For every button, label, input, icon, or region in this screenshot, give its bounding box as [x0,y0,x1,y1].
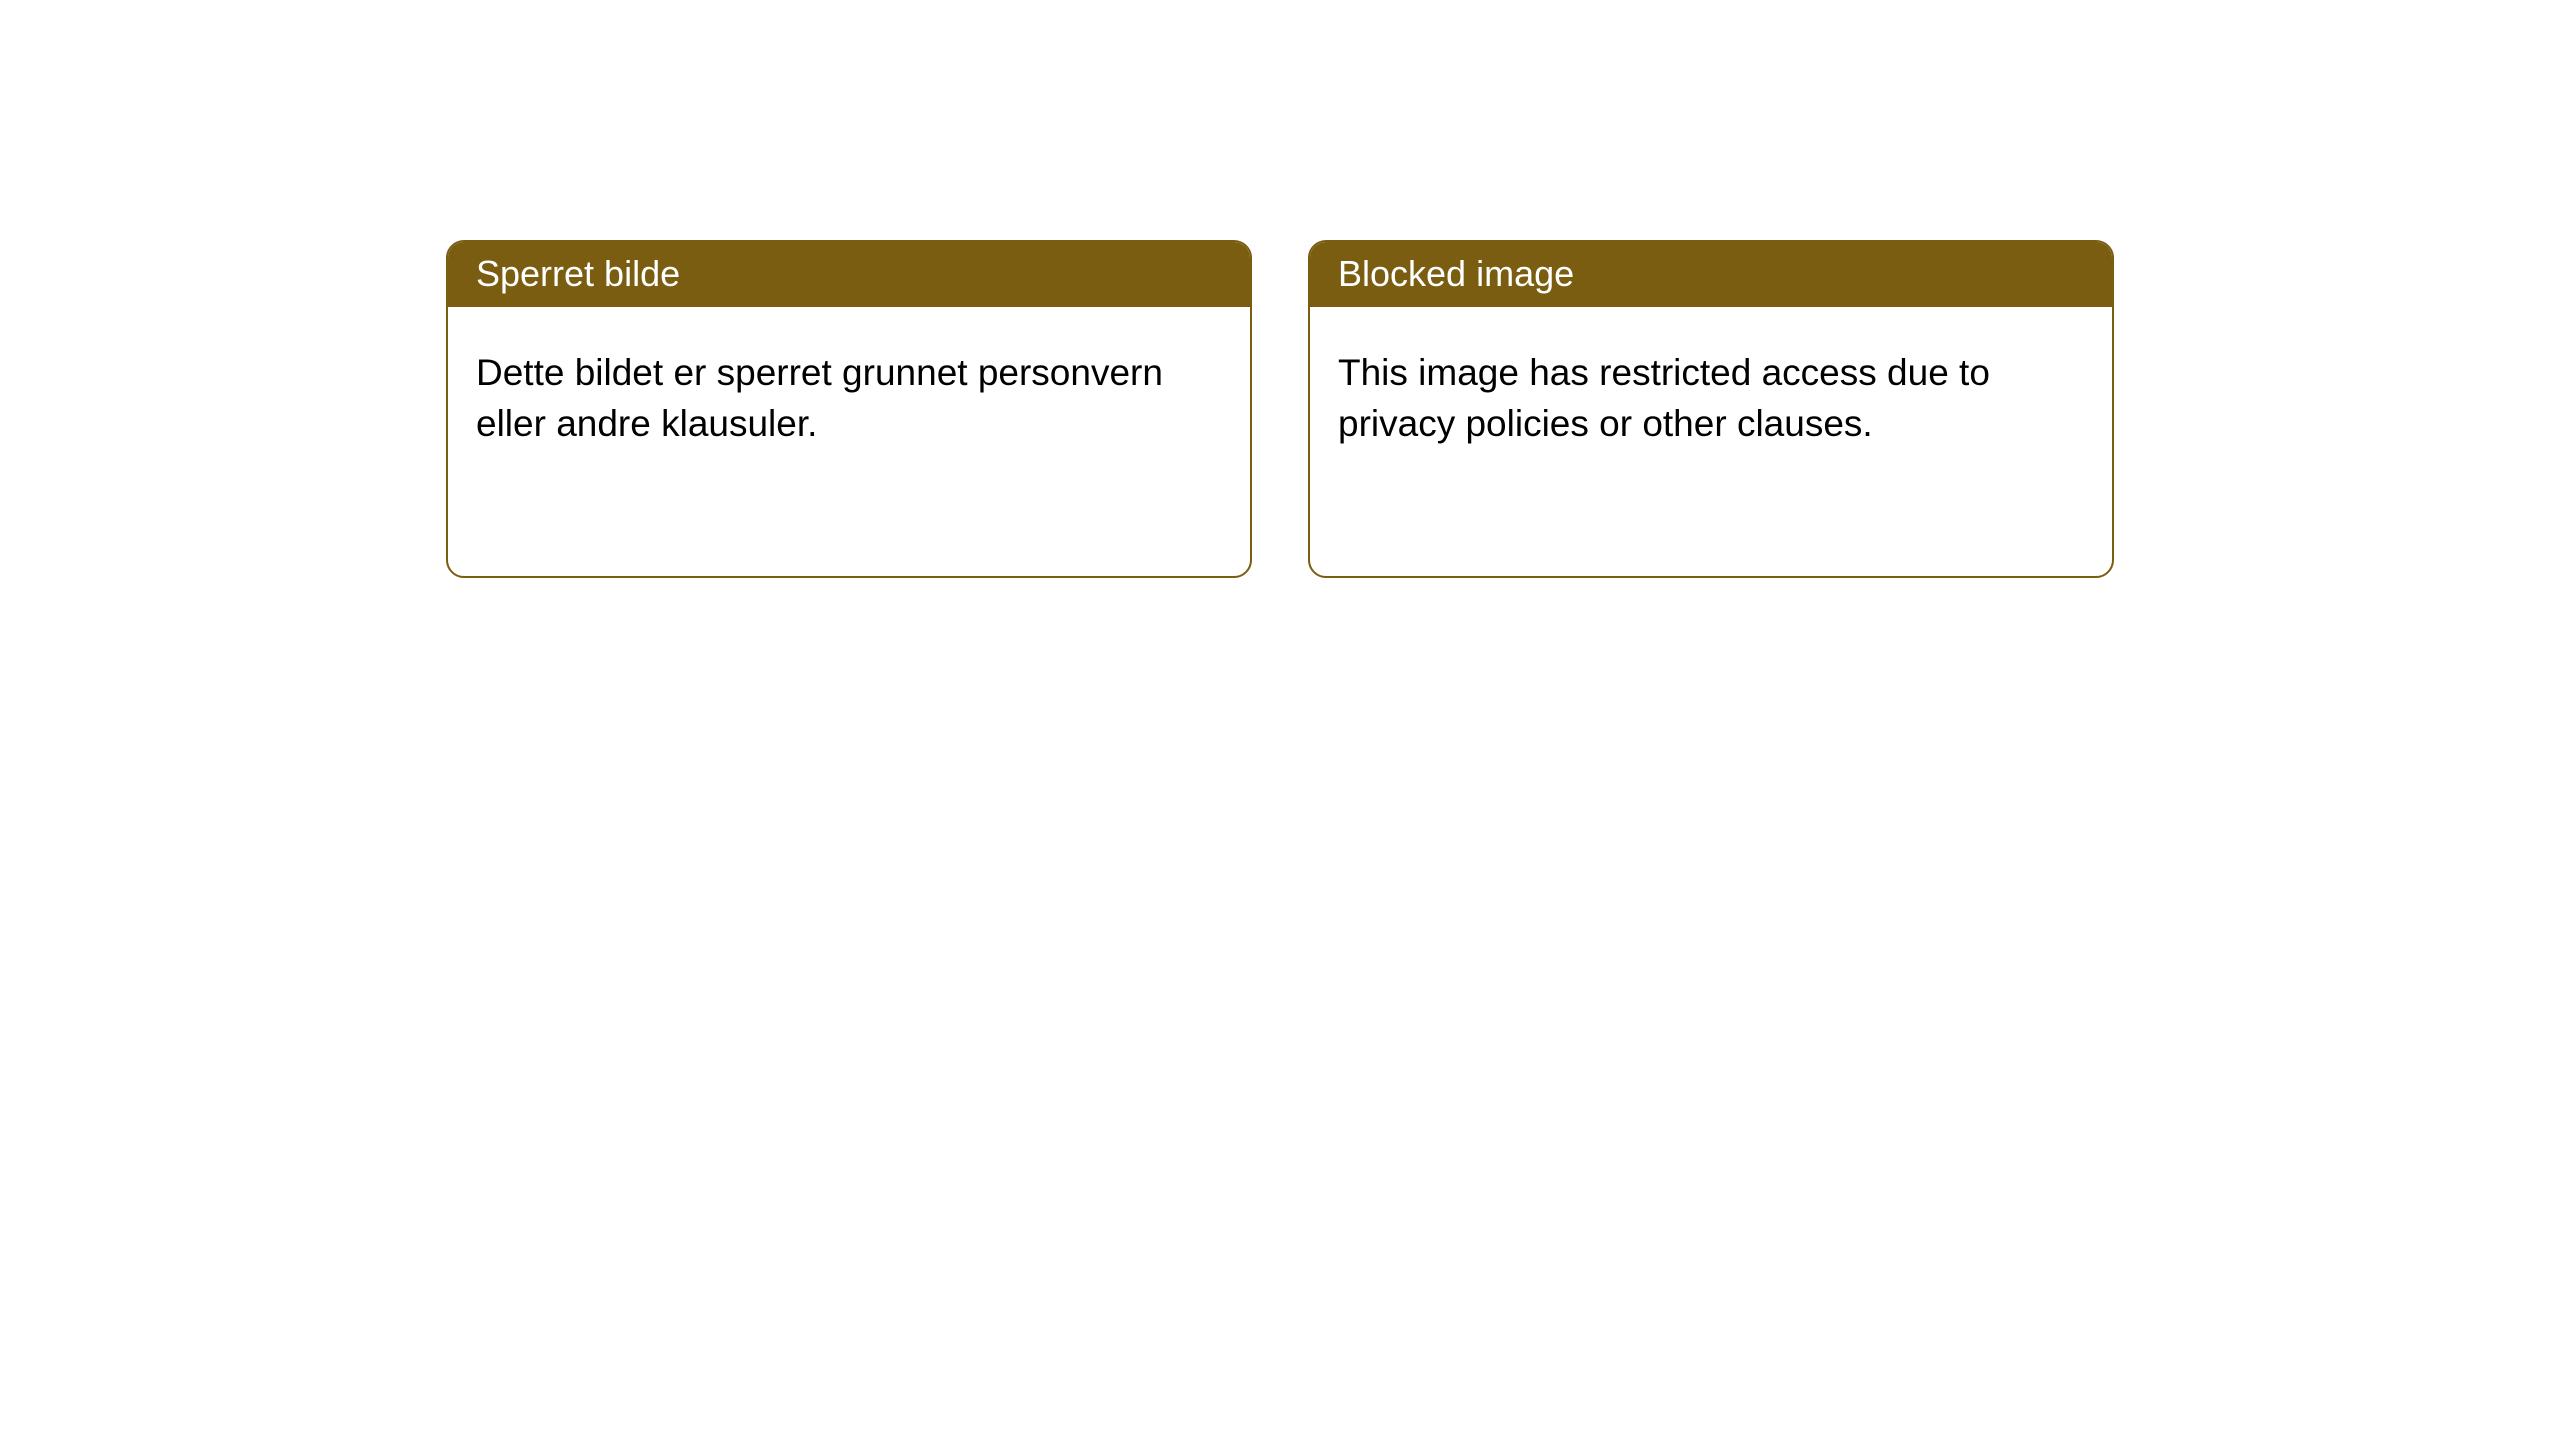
notice-box-norwegian: Sperret bilde Dette bildet er sperret gr… [446,240,1252,578]
notice-text: Dette bildet er sperret grunnet personve… [476,352,1163,444]
notice-title: Sperret bilde [476,253,680,294]
notice-text: This image has restricted access due to … [1338,352,1990,444]
notice-header-english: Blocked image [1310,242,2112,307]
notices-container: Sperret bilde Dette bildet er sperret gr… [0,0,2560,578]
notice-body-english: This image has restricted access due to … [1310,307,2112,489]
notice-title: Blocked image [1338,253,1574,294]
notice-body-norwegian: Dette bildet er sperret grunnet personve… [448,307,1250,489]
notice-header-norwegian: Sperret bilde [448,242,1250,307]
notice-box-english: Blocked image This image has restricted … [1308,240,2114,578]
